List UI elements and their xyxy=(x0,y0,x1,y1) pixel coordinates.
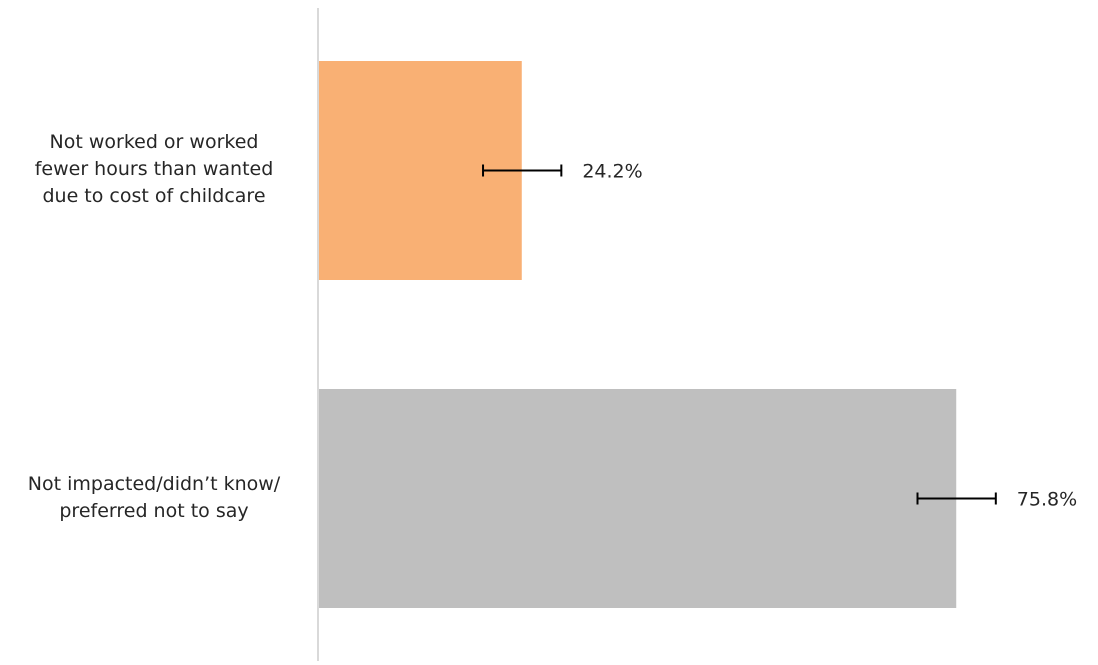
error-bar-1 xyxy=(482,164,563,177)
value-label-1: 24.2% xyxy=(582,161,642,183)
value-label-2: 75.8% xyxy=(1017,489,1077,511)
category-label-1: Not worked or worked fewer hours than wa… xyxy=(4,129,304,210)
category-label-line: Not worked or worked xyxy=(49,131,259,153)
category-label-line: due to cost of childcare xyxy=(42,185,266,207)
category-label-line: fewer hours than wanted xyxy=(34,158,274,180)
category-label-2: Not impacted/didn’t know/ preferred not … xyxy=(4,471,304,525)
bar-2 xyxy=(319,389,957,608)
error-bar-2 xyxy=(916,492,997,505)
category-label-line: Not impacted/didn’t know/ xyxy=(27,473,281,495)
category-label-line: preferred not to say xyxy=(59,500,249,522)
